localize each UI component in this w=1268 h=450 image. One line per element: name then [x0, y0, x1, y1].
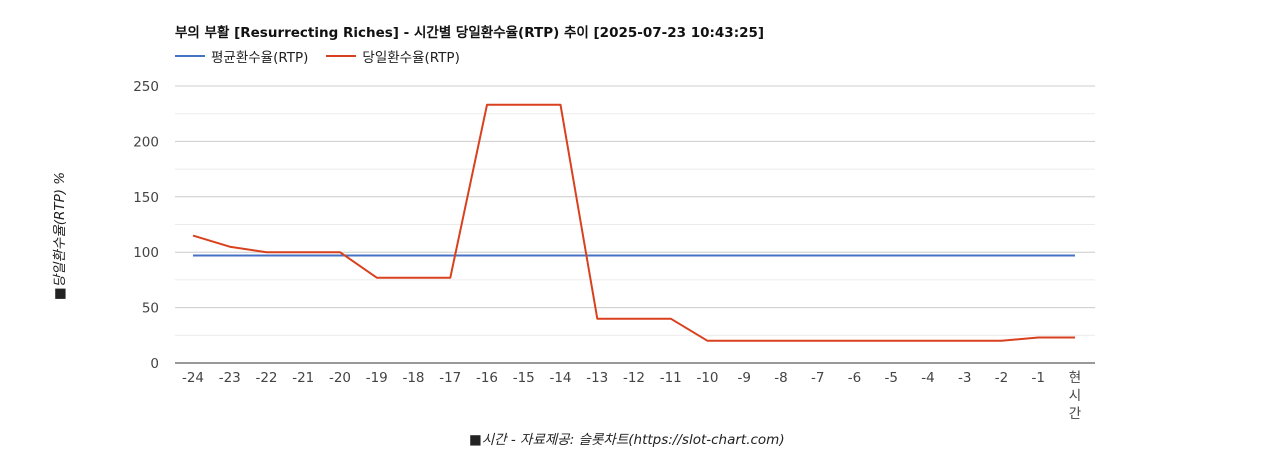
x-tick-label: -11 [660, 370, 682, 386]
x-axis-label: ■시간 - 자료제공: 슬롯차트(https://slot-chart.com) [469, 432, 785, 448]
legend-item-daily-rtp[interactable]: 당일환수율(RTP) [326, 46, 460, 66]
legend-swatch-average-rtp [175, 55, 205, 57]
legend: 평균환수율(RTP) 당일환수율(RTP) [175, 46, 478, 66]
y-tick-label: 250 [133, 79, 159, 95]
legend-label-average-rtp: 평균환수율(RTP) [211, 50, 309, 66]
legend-label-daily-rtp: 당일환수율(RTP) [362, 50, 460, 66]
x-tick-label: -23 [219, 370, 241, 386]
x-tick-label: -6 [848, 370, 861, 386]
chart-title: 부의 부활 [Resurrecting Riches] - 시간별 당일환수율(… [175, 25, 765, 41]
x-tick-label: -9 [738, 370, 751, 386]
x-tick-label: -13 [586, 370, 608, 386]
y-tick-label: 200 [133, 134, 159, 150]
y-tick-label: 150 [133, 190, 159, 206]
x-tick-label: -18 [402, 370, 424, 386]
x-tick-label: -4 [921, 370, 934, 386]
legend-swatch-daily-rtp [326, 55, 357, 57]
x-tick-label: -1 [1032, 370, 1045, 386]
y-tick-label: 50 [142, 301, 159, 317]
x-tick-label: -2 [995, 370, 1008, 386]
x-tick-label: -10 [696, 370, 718, 386]
x-tick-label: -22 [255, 370, 277, 386]
x-tick-label: -17 [439, 370, 461, 386]
x-tick-label: -3 [958, 370, 971, 386]
x-tick-label: -19 [366, 370, 388, 386]
x-tick-label: -21 [292, 370, 314, 386]
x-tick-label: -14 [549, 370, 571, 386]
x-tick-label: -12 [623, 370, 645, 386]
x-tick-label: -7 [811, 370, 824, 386]
x-tick-label: -15 [513, 370, 535, 386]
legend-item-average-rtp[interactable]: 평균환수율(RTP) [175, 46, 308, 66]
y-tick-label: 100 [133, 245, 159, 261]
x-tick-label: -20 [329, 370, 351, 386]
series-line-daily-rtp [192, 103, 1075, 342]
x-tick-label: -24 [182, 370, 204, 386]
y-tick-label: 0 [150, 356, 159, 372]
x-tick-label: -5 [885, 370, 898, 386]
x-tick-label: -16 [476, 370, 498, 386]
x-tick-label: -8 [774, 370, 787, 386]
